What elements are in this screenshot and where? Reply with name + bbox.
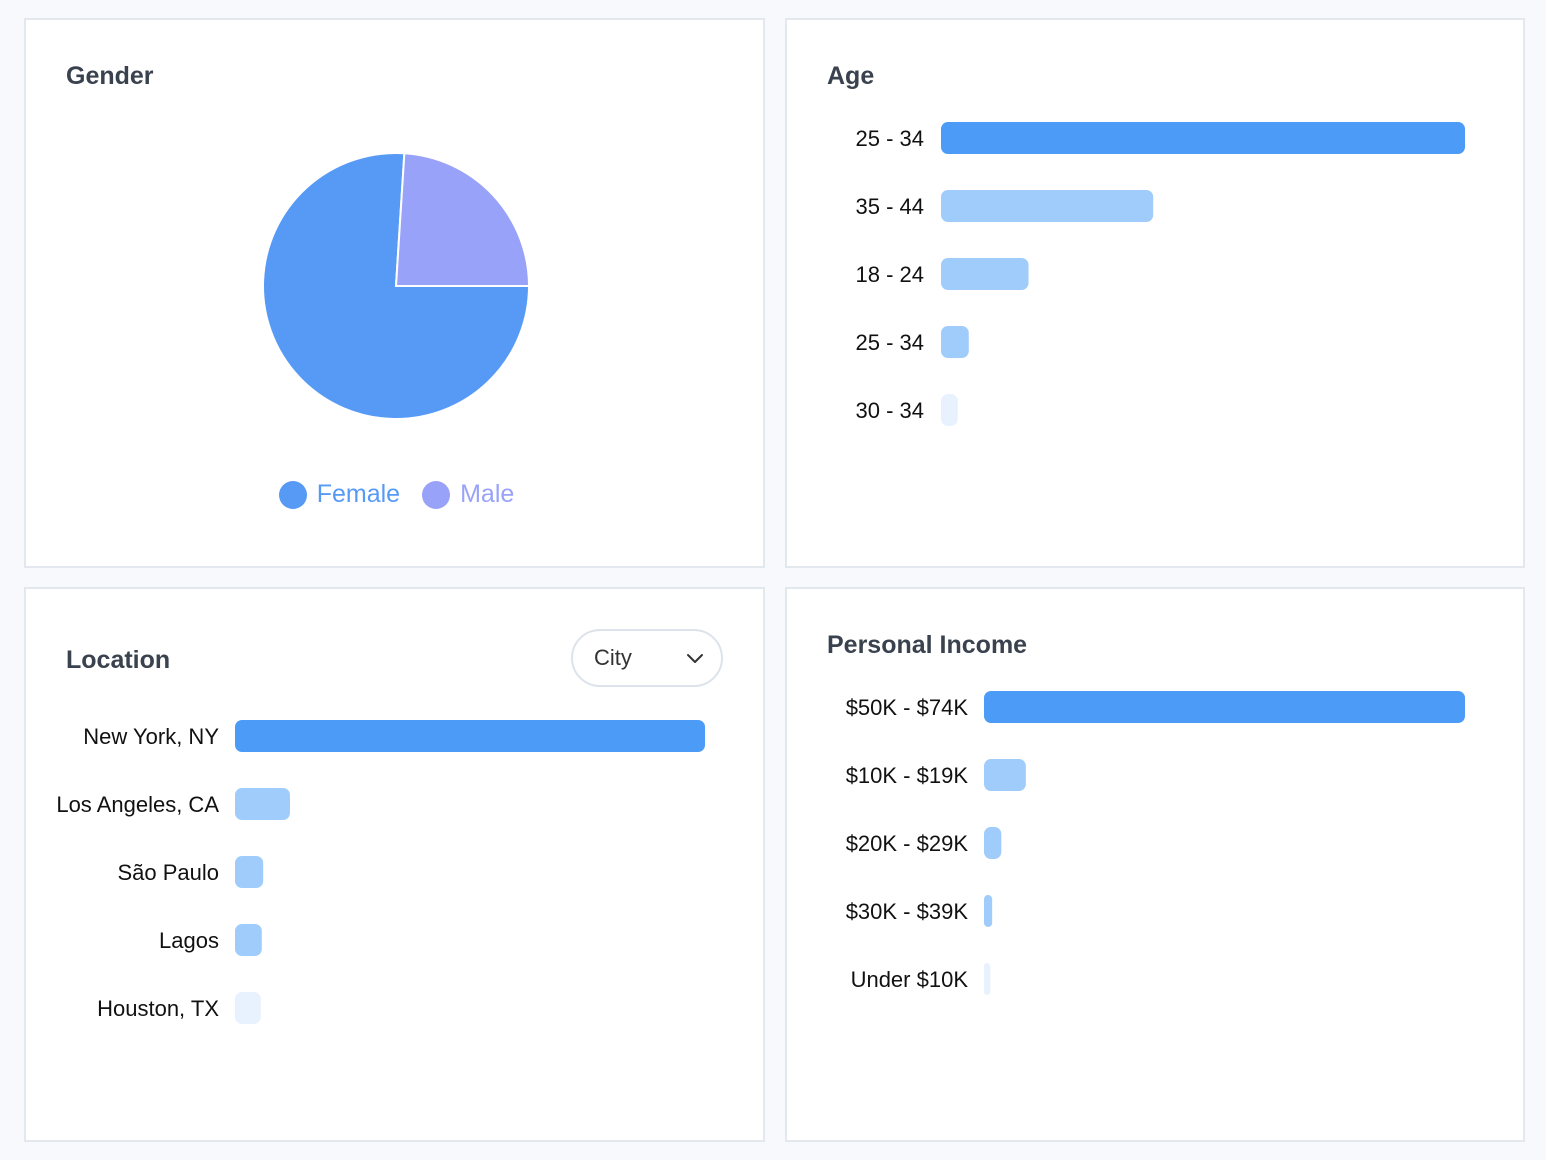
location-granularity-select[interactable]: City — [571, 629, 723, 687]
income-tick-label: $20K - $29K — [846, 831, 969, 856]
location-select-value: City — [594, 645, 632, 670]
age-bar[interactable] — [941, 326, 969, 358]
age-bar[interactable] — [941, 190, 1154, 222]
location-bar[interactable] — [235, 720, 705, 752]
income-tick-label: $10K - $19K — [846, 763, 969, 788]
female-legend-label: Female — [316, 480, 401, 508]
location-card: Location City New York, NY Los Angeles, C… — [24, 587, 765, 1142]
age-bar[interactable] — [941, 122, 1465, 154]
income-bar[interactable] — [984, 827, 1002, 859]
location-tick-label: Houston, TX — [97, 996, 219, 1021]
age-tick-label: 35 - 44 — [856, 194, 925, 219]
gender-card: Gender Female Male — [24, 18, 765, 568]
income-tick-label: $50K - $74K — [846, 695, 969, 720]
location-tick-label: Los Angeles, CA — [56, 792, 219, 817]
income-title: Personal Income — [827, 631, 1028, 659]
male-legend-dot — [422, 480, 451, 509]
age-bar[interactable] — [941, 394, 958, 426]
age-tick-label: 18 - 24 — [856, 262, 925, 287]
age-title: Age — [827, 62, 875, 90]
income-bar[interactable] — [984, 895, 993, 927]
income-card: Personal Income $50K - $74K $10K - $19K $2… — [785, 587, 1525, 1142]
age-tick-label: 25 - 34 — [856, 330, 925, 355]
male-legend-label: Male — [460, 480, 515, 508]
location-title: Location — [66, 646, 171, 674]
location-bar[interactable] — [235, 924, 262, 956]
income-bar-chart: $50K - $74K $10K - $19K $20K - $29K $30K - … — [846, 691, 1465, 995]
gender-title: Gender — [66, 62, 154, 90]
age-tick-label: 25 - 34 — [856, 126, 925, 151]
location-tick-label: New York, NY — [83, 724, 219, 749]
income-bar[interactable] — [984, 759, 1026, 791]
age-card: Age 25 - 34 35 - 44 18 - 24 25 - 34 30 - 34 — [785, 18, 1525, 568]
pie-slice-male[interactable] — [394, 152, 531, 287]
location-bar[interactable] — [235, 992, 261, 1024]
location-bar-chart: New York, NY Los Angeles, CA São Paulo Lago… — [56, 720, 705, 1024]
income-bar[interactable] — [984, 963, 991, 995]
location-bar[interactable] — [235, 788, 290, 820]
age-bar-chart: 25 - 34 35 - 44 18 - 24 25 - 34 30 - 34 — [856, 122, 1465, 426]
gender-pie-chart — [262, 152, 531, 420]
gender-legend: Female Male — [26, 480, 767, 509]
income-tick-label: $30K - $39K — [846, 899, 969, 924]
location-tick-label: São Paulo — [117, 860, 219, 885]
location-tick-label: Lagos — [159, 928, 219, 953]
legend-item-male[interactable]: Male — [422, 480, 514, 509]
income-tick-label: Under $10K — [851, 967, 969, 992]
income-bar[interactable] — [984, 691, 1465, 723]
age-bar[interactable] — [941, 258, 1029, 290]
age-tick-label: 30 - 34 — [856, 398, 925, 423]
chevron-down-icon — [687, 654, 703, 663]
female-legend-dot — [278, 480, 307, 509]
legend-item-female[interactable]: Female — [278, 480, 401, 509]
location-bar[interactable] — [235, 856, 264, 888]
